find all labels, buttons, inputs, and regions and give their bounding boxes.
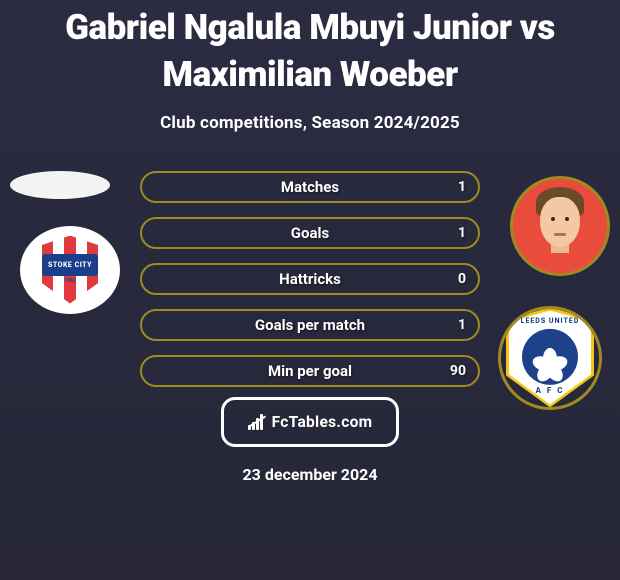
stat-bar: Min per goal 90: [140, 355, 480, 387]
brand-text: FcTables.com: [272, 413, 373, 431]
stat-bar: Goals 1: [140, 217, 480, 249]
player1-club-crest: STOKE CITY 1863: [20, 226, 120, 314]
stoke-crest: STOKE CITY 1863: [38, 232, 102, 308]
stat-value-right: 90: [450, 363, 466, 379]
stat-value-right: 1: [458, 225, 466, 241]
stat-label: Goals per match: [255, 316, 365, 334]
stat-label: Matches: [281, 178, 339, 196]
player2-avatar: [510, 176, 610, 276]
crest-top-text: LEEDS UNITED: [509, 317, 591, 325]
stat-label: Goals: [291, 224, 329, 242]
brand-badge: FcTables.com: [221, 397, 399, 447]
stat-value-right: 1: [458, 317, 466, 333]
content-area: STOKE CITY 1863: [0, 171, 620, 580]
player1-avatar-placeholder: [10, 171, 110, 199]
bar-chart-icon: [248, 414, 268, 430]
stat-bar: Goals per match 1: [140, 309, 480, 341]
stat-bars: Matches 1 Goals 1 Hattricks 0 Goals per match 1…: [140, 171, 480, 387]
stat-bar: Hattricks 0: [140, 263, 480, 295]
subtitle: Club competitions, Season 2024/2025: [160, 113, 460, 133]
date-text: 23 december 2024: [242, 465, 377, 484]
player2-club-crest: LEEDS UNITED A F C: [498, 306, 602, 410]
headshot-icon: [513, 179, 607, 273]
comparison-card: Gabriel Ngalula Mbuyi Junior vs Maximili…: [0, 0, 620, 580]
stat-label: Min per goal: [268, 362, 352, 380]
crest-bottom-text: A F C: [509, 386, 591, 395]
leeds-crest: LEEDS UNITED A F C: [501, 309, 599, 407]
stat-value-right: 1: [458, 179, 466, 195]
stat-label: Hattricks: [279, 270, 341, 288]
crest-sub: 1863: [64, 278, 75, 284]
page-title: Gabriel Ngalula Mbuyi Junior vs Maximili…: [0, 4, 620, 99]
stat-value-right: 0: [458, 271, 466, 287]
stat-bar: Matches 1: [140, 171, 480, 203]
crest-label: STOKE CITY: [42, 254, 98, 276]
